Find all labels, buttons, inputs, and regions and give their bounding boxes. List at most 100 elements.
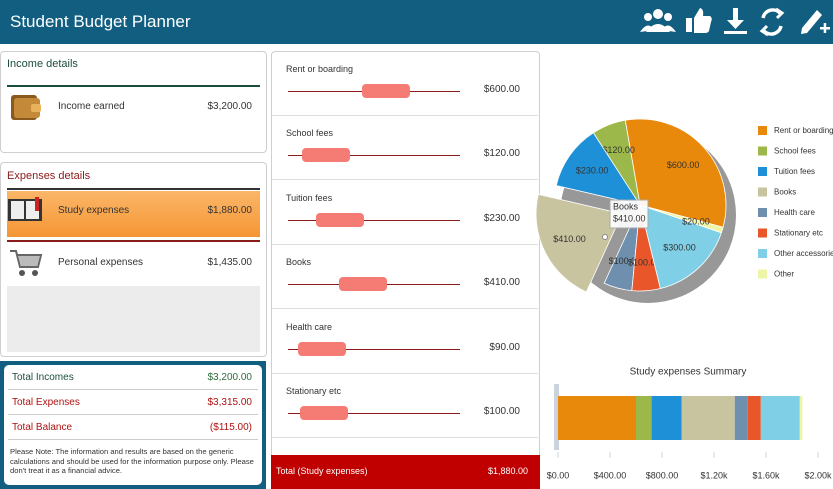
- bar-segment: [681, 396, 735, 440]
- legend-label: School fees: [774, 147, 816, 156]
- x-tick-label: $400.00: [594, 470, 627, 480]
- expense-label: Personal expenses: [58, 257, 144, 268]
- total-bar: [271, 455, 540, 489]
- income-card: [0, 51, 267, 153]
- bar-segment: [636, 396, 652, 440]
- slice-label: $300.00: [663, 243, 696, 253]
- divider: [272, 115, 538, 116]
- divider: [272, 372, 538, 374]
- income-label: Income earned: [58, 101, 125, 112]
- study-row[interactable]: [7, 191, 260, 237]
- expense-label: Study expenses: [58, 205, 130, 216]
- note: Please Note: The information and results…: [10, 447, 254, 475]
- legend-label: Books: [774, 188, 796, 197]
- pie-slice: [624, 118, 727, 228]
- slider-amount: $90.00: [489, 341, 520, 353]
- x-tick-label: $1.60k: [752, 470, 780, 480]
- divider: [8, 414, 258, 415]
- slider-thumb[interactable]: [339, 277, 387, 292]
- slider-label: Tuition fees: [286, 192, 333, 203]
- legend-swatch: [758, 146, 767, 156]
- slider-thumb[interactable]: [302, 148, 350, 163]
- legend-swatch: [758, 187, 767, 197]
- refresh-icon[interactable]: [759, 7, 785, 37]
- tooltip: [609, 199, 649, 229]
- like-icon[interactable]: [686, 8, 712, 33]
- slice-label: $230.00: [576, 166, 609, 176]
- divider: [7, 240, 260, 242]
- legend-swatch: [758, 228, 767, 238]
- legend-swatch: [758, 208, 767, 217]
- divider: [272, 179, 538, 181]
- slider-thumb[interactable]: [362, 84, 410, 98]
- bar-segment: [558, 396, 636, 440]
- x-tick-label: $2.00k: [804, 470, 832, 480]
- expenses-title: Expenses details: [7, 170, 91, 182]
- download-icon[interactable]: [724, 8, 747, 34]
- expense-amount: $1,880.00: [207, 205, 253, 216]
- legend-swatch: [758, 249, 767, 258]
- slider-track: [288, 219, 460, 221]
- empty-area: [7, 286, 260, 352]
- slider-label: Books: [286, 257, 312, 268]
- divider: [8, 439, 258, 440]
- legend-label: Other accessories: [774, 249, 833, 258]
- legend-label: Stationary etc: [774, 229, 823, 238]
- bar-segment: [651, 396, 682, 440]
- slider-track: [288, 348, 460, 350]
- bar-segment: [747, 396, 761, 440]
- slider-amount: $600.00: [483, 84, 520, 95]
- divider: [8, 389, 258, 390]
- total-amount: $3,200.00: [207, 372, 253, 383]
- slider-amount: $120.00: [483, 148, 520, 160]
- slider-thumb[interactable]: [316, 212, 364, 227]
- x-tick-label: $800.00: [646, 470, 679, 480]
- slice-label: $20.00: [682, 216, 710, 226]
- slider-track: [288, 413, 460, 414]
- total-label: Total Incomes: [12, 372, 74, 383]
- slider-label: Rent or boarding: [286, 64, 354, 74]
- slider-amount: $100.00: [483, 406, 520, 417]
- slice-label: $600.00: [667, 160, 700, 170]
- legend-swatch: [758, 126, 767, 135]
- tooltip-value: $410.00: [613, 213, 646, 223]
- slice-label: $100.00: [609, 256, 642, 266]
- divider: [272, 308, 538, 310]
- divider: [7, 85, 260, 87]
- cart-icon: [10, 250, 43, 276]
- total-bar-amount: $1,880.00: [487, 466, 528, 476]
- bar-segment: [734, 396, 748, 440]
- slider-amount: $410.00: [483, 277, 520, 289]
- expense-amount: $1,435.00: [207, 257, 253, 268]
- users-icon[interactable]: [640, 9, 676, 32]
- total-label: Total Balance: [12, 422, 73, 433]
- edit-icon[interactable]: [801, 10, 830, 34]
- bar-segment: [799, 396, 803, 440]
- tooltip-marker: [602, 234, 608, 240]
- legend-label: Rent or boarding: [774, 126, 833, 135]
- pie-slice: [535, 193, 623, 293]
- notebook-icon: [8, 197, 42, 221]
- x-tick-label: $1.20k: [700, 470, 728, 480]
- total-bar-label: Total (Study expenses): [276, 466, 368, 476]
- slider-thumb[interactable]: [300, 406, 348, 420]
- income-amount: $3,200.00: [207, 101, 253, 112]
- total-amount: ($115.00): [209, 422, 252, 433]
- slice-label: $100.00: [628, 258, 661, 268]
- slider-amount: $230.00: [483, 212, 520, 224]
- slider-label: Health care: [286, 321, 333, 332]
- slice-label: $120.00: [602, 145, 635, 155]
- chart-title: Study expenses Summary: [630, 367, 747, 378]
- slider-thumb[interactable]: [298, 341, 346, 356]
- app-title: Student Budget Planner: [10, 12, 191, 31]
- pie-slice: [639, 204, 724, 234]
- toolbar: [640, 7, 830, 37]
- legend-swatch: [758, 167, 767, 176]
- slider-label: Stationary etc: [286, 386, 342, 396]
- slice-label: $410.00: [553, 234, 586, 244]
- income-title: Income details: [7, 58, 78, 70]
- pie-slice: [555, 132, 641, 206]
- legend-label: Health care: [774, 208, 815, 217]
- total-label: Total Expenses: [12, 397, 80, 408]
